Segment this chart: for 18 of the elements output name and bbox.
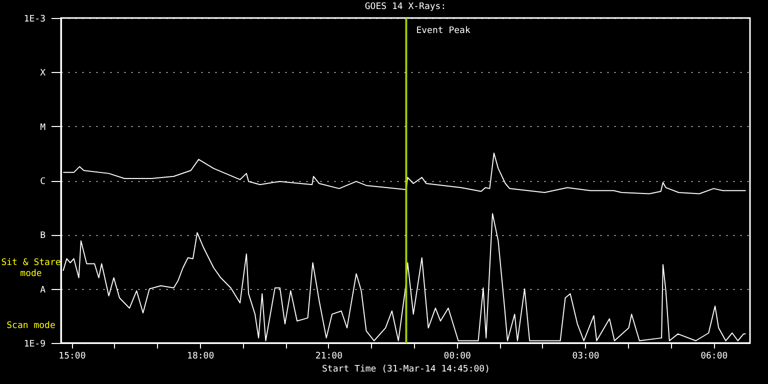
chart-title: GOES 14 X-Rays:	[364, 2, 446, 12]
text: Sit & Stare mode	[1, 258, 61, 279]
x-tick-label: 15:00	[58, 352, 86, 362]
y-tick-label: 1E-3	[24, 14, 46, 24]
x-tick-label: 06:00	[700, 352, 728, 362]
y-tick-label: 1E-9	[24, 340, 46, 350]
x-tick-label: 18:00	[187, 352, 214, 362]
y-tick-label: C	[40, 177, 46, 187]
ref-line-label: Event Peak	[416, 26, 471, 36]
y-tick-label: M	[40, 122, 46, 133]
x-tick-label: 21:00	[315, 352, 343, 362]
x-axis-title: Start Time (31-Mar-14 14:45:00)	[322, 364, 490, 374]
x-tick-label: 03:00	[572, 352, 600, 362]
y-tick-label: X	[40, 68, 46, 79]
y-tick-label: B	[40, 231, 46, 242]
text: Scan mode	[6, 321, 56, 331]
x-tick-label: 00:00	[444, 352, 471, 362]
y-tick-label: A	[40, 285, 46, 296]
